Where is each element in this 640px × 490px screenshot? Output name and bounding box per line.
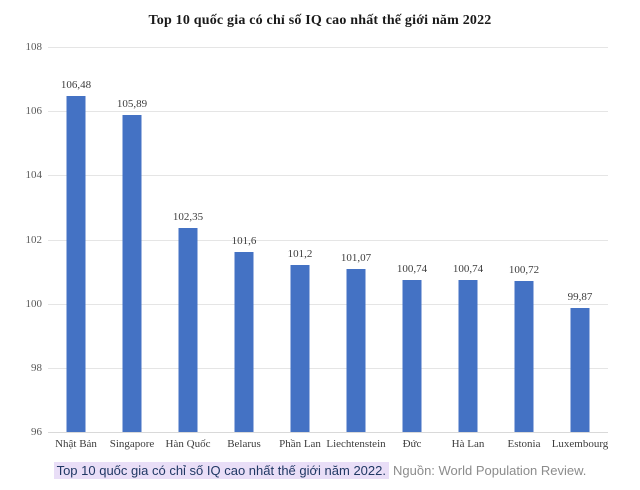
bar-2[interactable] xyxy=(178,228,198,432)
bar-8[interactable] xyxy=(514,280,534,432)
x-axis-category-label: Liechtenstein xyxy=(326,438,386,450)
x-axis-category-label: Estonia xyxy=(507,438,541,450)
gridline xyxy=(48,432,608,433)
bar-value-label: 105,89 xyxy=(116,97,148,110)
gridline xyxy=(48,111,608,113)
bar-6[interactable] xyxy=(402,279,422,432)
bar-3[interactable] xyxy=(234,252,254,432)
bar-slot: 100,74 Hà Lan xyxy=(440,47,496,450)
bar-value-label: 100,74 xyxy=(452,262,484,275)
y-axis-tick-label: 108 xyxy=(25,41,43,53)
bar-value-label: 100,74 xyxy=(396,262,428,275)
bar-7[interactable] xyxy=(458,279,478,432)
caption-highlighted-text: Top 10 quốc gia có chỉ số IQ cao nhất th… xyxy=(53,462,389,479)
x-axis-category-label: Nhật Bản xyxy=(55,438,97,450)
gridline xyxy=(48,367,608,369)
caption-source-text: Nguồn: World Population Review. xyxy=(392,463,587,478)
x-axis-category-label: Phần Lan xyxy=(279,438,321,450)
x-axis-category-label: Hàn Quốc xyxy=(165,438,211,450)
bar-value-label: 100,72 xyxy=(508,263,540,276)
gridline xyxy=(48,47,608,48)
x-axis-category-label: Hà Lan xyxy=(451,438,485,450)
gridline xyxy=(48,239,608,241)
x-axis-category-label: Đức xyxy=(402,438,422,450)
bar-1[interactable] xyxy=(122,114,142,432)
bar-slot: 99,87 Luxembourg xyxy=(552,47,609,450)
bar-value-label: 99,87 xyxy=(567,290,593,303)
chart-title: Top 10 quốc gia có chỉ số IQ cao nhất th… xyxy=(148,13,492,28)
y-axis: 96 98 100 102 104 106 108 xyxy=(0,41,43,438)
bar-slot: 106,48 Nhật Bản xyxy=(48,47,104,450)
bar-9[interactable] xyxy=(570,307,590,432)
bar-4[interactable] xyxy=(290,265,310,432)
bar-value-label: 101,6 xyxy=(231,235,257,248)
bar-slot: 100,74 Đức xyxy=(384,47,440,450)
bar-slot: 102,35 Hàn Quốc xyxy=(160,47,216,450)
caption: Top 10 quốc gia có chỉ số IQ cao nhất th… xyxy=(0,461,640,480)
bar-chart-plot-area: 106,48 Nhật Bản 105,89 Singapore 102,35 Hàn Q… xyxy=(48,47,609,450)
y-axis-tick-label: 98 xyxy=(31,361,42,374)
bar-value-label: 102,35 xyxy=(172,211,204,224)
gridline xyxy=(48,303,608,305)
bar-value-label: 106,48 xyxy=(60,78,92,91)
x-axis-category-label: Luxembourg xyxy=(551,438,609,450)
y-axis-tick-label: 104 xyxy=(25,169,43,182)
gridline xyxy=(48,175,608,177)
y-axis-tick-label: 96 xyxy=(31,426,42,438)
bar-slot: 100,72 Estonia xyxy=(496,47,552,450)
x-axis-category-label: Singapore xyxy=(109,438,155,450)
y-axis-tick-label: 100 xyxy=(25,297,43,310)
bar-slot: 105,89 Singapore xyxy=(104,47,160,450)
bar-0[interactable] xyxy=(66,95,86,432)
bar-value-label: 101,2 xyxy=(287,248,313,261)
bar-slot: 101,07 Liechtenstein xyxy=(326,47,385,450)
bar-slot: 101,6 Belarus xyxy=(216,47,272,450)
y-axis-tick-label: 102 xyxy=(25,233,43,246)
bar-value-label: 101,07 xyxy=(340,252,372,265)
x-axis-category-label: Belarus xyxy=(227,438,261,450)
y-axis-tick-label: 106 xyxy=(25,105,43,118)
bar-slot: 101,2 Phần Lan xyxy=(272,47,328,450)
bar-5[interactable] xyxy=(346,269,366,432)
